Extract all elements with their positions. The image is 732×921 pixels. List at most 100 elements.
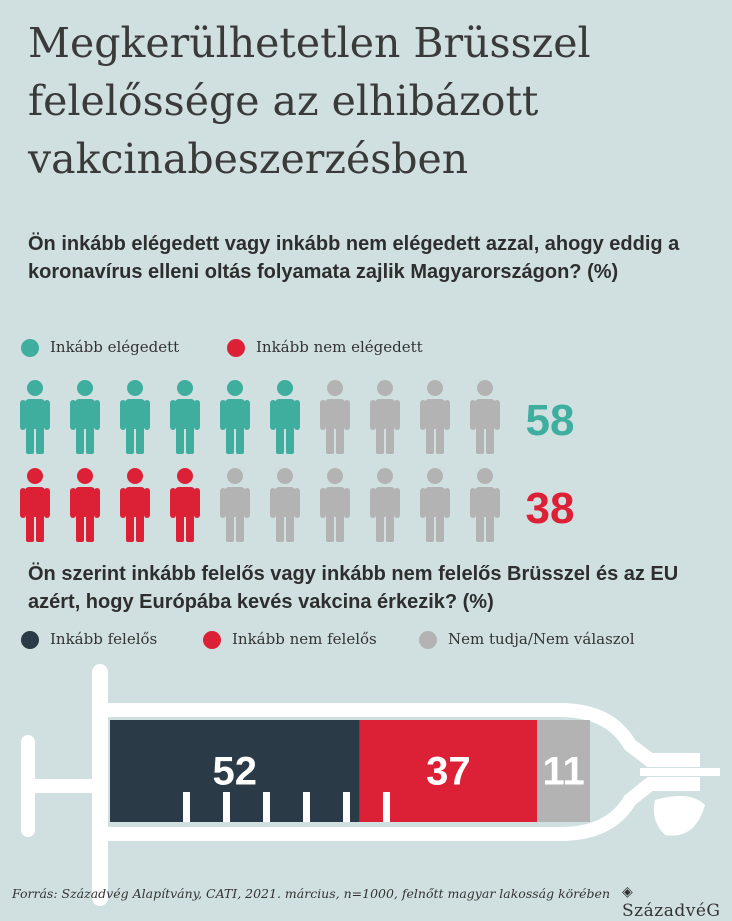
torso	[175, 399, 195, 429]
person-icon	[370, 380, 400, 454]
arm	[270, 488, 276, 518]
leg	[386, 426, 394, 454]
arm	[444, 400, 450, 430]
scale-tick	[223, 792, 230, 822]
legend-swatch	[21, 339, 39, 357]
torso	[325, 399, 345, 429]
arm	[94, 488, 100, 518]
arm	[144, 400, 150, 430]
logo-text: SzázadvéG	[622, 901, 721, 921]
head	[177, 380, 193, 396]
leg	[326, 514, 334, 542]
legend-swatch	[227, 339, 245, 357]
person-icon	[220, 380, 250, 454]
arm	[220, 488, 226, 518]
leg	[86, 426, 94, 454]
syringe	[21, 664, 720, 906]
legend-label: Inkább nem felelős	[232, 630, 377, 648]
leg	[276, 514, 284, 542]
person-icon	[270, 468, 300, 542]
logo: ◈ SzázadvéG	[622, 884, 721, 921]
head	[77, 380, 93, 396]
source-label: Forrás:	[12, 886, 58, 901]
torso	[225, 487, 245, 517]
arm	[144, 488, 150, 518]
leg	[236, 426, 244, 454]
leg	[436, 426, 444, 454]
scale-tick	[383, 792, 390, 822]
question: Ön szerint inkább felelős vagy inkább ne…	[28, 563, 679, 613]
arm	[294, 400, 300, 430]
leg	[126, 514, 134, 542]
leg	[36, 514, 44, 542]
bar-segment	[110, 720, 360, 822]
head	[477, 468, 493, 484]
leg	[486, 514, 494, 542]
head	[377, 468, 393, 484]
torso	[75, 487, 95, 517]
head	[227, 468, 243, 484]
leg	[426, 426, 434, 454]
arm	[120, 400, 126, 430]
torso	[25, 399, 45, 429]
leg	[176, 514, 184, 542]
leg	[36, 426, 44, 454]
leg	[76, 514, 84, 542]
arm	[94, 400, 100, 430]
arm	[270, 400, 276, 430]
person-icon	[20, 468, 50, 542]
head	[77, 468, 93, 484]
person-icon	[170, 380, 200, 454]
scale-tick	[343, 792, 350, 822]
person-icon	[420, 380, 450, 454]
value-label: 38	[526, 484, 575, 533]
leg	[226, 514, 234, 542]
bar-segment	[537, 720, 590, 822]
value-label: 37	[426, 750, 471, 794]
person-icon	[70, 468, 100, 542]
drop	[653, 796, 705, 836]
leg	[126, 426, 134, 454]
person-icon	[170, 468, 200, 542]
leg	[376, 426, 384, 454]
person-icon	[320, 468, 350, 542]
head	[227, 380, 243, 396]
arm	[470, 488, 476, 518]
scale-tick	[263, 792, 270, 822]
arm	[20, 488, 26, 518]
leg	[326, 426, 334, 454]
torso	[175, 487, 195, 517]
leg	[136, 426, 144, 454]
torso	[225, 399, 245, 429]
value-label: 11	[542, 750, 584, 794]
legend-label: Nem tudja/Nem válaszol	[448, 630, 635, 648]
leg	[26, 514, 34, 542]
person-icon	[120, 380, 150, 454]
torso	[475, 487, 495, 517]
arm	[320, 488, 326, 518]
person-icon	[270, 380, 300, 454]
torso	[425, 487, 445, 517]
leg	[476, 514, 484, 542]
leg	[436, 514, 444, 542]
leg	[286, 514, 294, 542]
question: Ön inkább elégedett vagy inkább nem elég…	[28, 233, 680, 283]
leg	[476, 426, 484, 454]
torso	[475, 399, 495, 429]
arm	[120, 488, 126, 518]
arm	[244, 400, 250, 430]
head	[127, 380, 143, 396]
head	[327, 380, 343, 396]
legend-swatch	[419, 631, 437, 649]
arm	[470, 400, 476, 430]
head	[477, 380, 493, 396]
arm	[420, 400, 426, 430]
arm	[220, 400, 226, 430]
arm	[344, 400, 350, 430]
leg	[286, 426, 294, 454]
leg	[486, 426, 494, 454]
leg	[176, 426, 184, 454]
leg	[276, 426, 284, 454]
person-icon	[320, 380, 350, 454]
